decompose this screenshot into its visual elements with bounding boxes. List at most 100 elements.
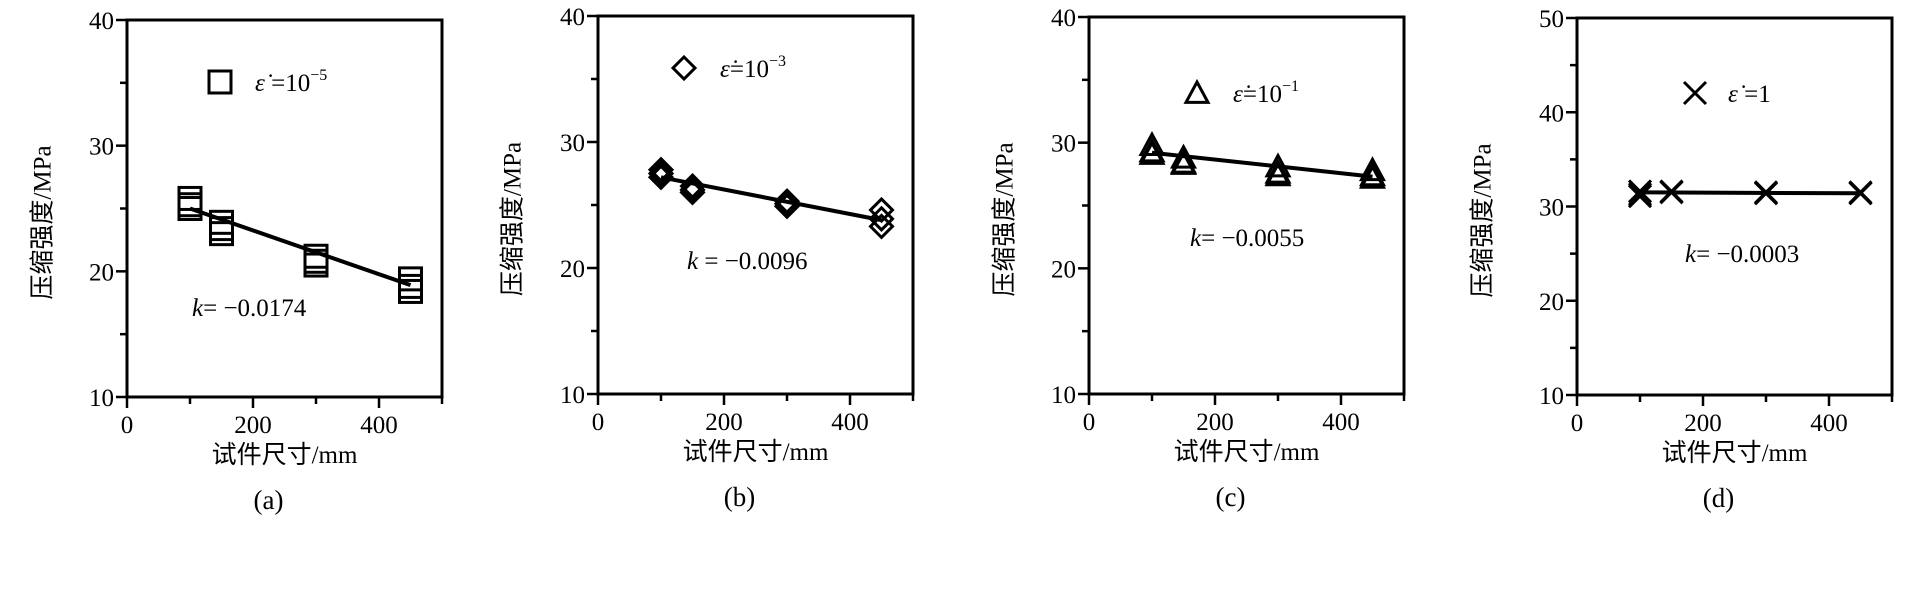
- data-point: [1138, 131, 1166, 157]
- data-point: [647, 156, 675, 183]
- x-axis-label: 试件尺寸/mm: [1662, 439, 1808, 467]
- panel-label: (c): [1216, 482, 1246, 512]
- x-tick-label: 200: [1684, 410, 1722, 437]
- data-point: [1848, 181, 1873, 206]
- y-tick-label: 10: [560, 382, 585, 409]
- data-point: [398, 278, 423, 304]
- y-tick-label: 40: [560, 4, 585, 31]
- legend-exponent: −5: [310, 67, 327, 84]
- y-axis-label: 压缩强度/MPa: [499, 142, 527, 296]
- panel-label: (a): [254, 485, 284, 515]
- x-tick-label: 400: [1810, 410, 1848, 437]
- y-axis-label: 压缩强度/MPa: [29, 145, 57, 299]
- legend-marker: [1682, 80, 1708, 106]
- slope-variable: k: [687, 248, 699, 275]
- panel-label: (b): [724, 482, 755, 512]
- data-point: [773, 190, 801, 217]
- plot-frame: [1575, 16, 1894, 397]
- data-point: [679, 179, 706, 206]
- plot-frame: [1087, 15, 1406, 396]
- y-tick-label: 50: [1539, 6, 1564, 33]
- slope-value: = −0.0003: [1696, 241, 1799, 268]
- data-point: [1264, 152, 1292, 178]
- legend-label: ε̇ =10−5: [255, 67, 327, 97]
- x-tick-label: 400: [1322, 409, 1360, 436]
- slope-label: k= −0.0174: [192, 295, 307, 322]
- slope-variable: k: [1190, 225, 1202, 252]
- data-point: [679, 172, 706, 200]
- data-point: [398, 266, 423, 292]
- x-tick-label: 400: [360, 412, 398, 439]
- legend-marker: [670, 54, 698, 82]
- legend-label: ε̇=10−3: [720, 53, 786, 83]
- data-point: [1358, 163, 1387, 189]
- data-point: [1627, 184, 1653, 209]
- panel-label: (d): [1703, 483, 1734, 513]
- legend-marker: [1183, 78, 1211, 104]
- y-tick-label: 40: [1051, 5, 1076, 32]
- slope-label: k= −0.0003: [1685, 241, 1799, 268]
- data-point: [1358, 156, 1387, 182]
- legend-label: ε̇ =1: [1728, 81, 1771, 108]
- data-point: [1169, 149, 1198, 175]
- y-tick-label: 10: [89, 385, 114, 412]
- y-tick-label: 30: [1539, 195, 1564, 222]
- legend-text: =10: [1243, 81, 1282, 108]
- data-point: [1138, 139, 1166, 165]
- legend-exponent: −3: [769, 53, 786, 70]
- x-axis-label: 试件尺寸/mm: [212, 441, 358, 469]
- legend-text: =1: [1738, 81, 1771, 108]
- data-point: [1264, 161, 1292, 187]
- data-point: [868, 205, 895, 232]
- x-tick-label: 0: [1571, 410, 1584, 437]
- y-tick-label: 40: [1539, 100, 1564, 127]
- y-tick-label: 20: [1539, 289, 1564, 316]
- x-tick-label: 0: [121, 412, 134, 439]
- y-tick-label: 20: [89, 259, 114, 286]
- slope-value: = −0.0096: [698, 248, 807, 275]
- legend-text: =10: [730, 56, 769, 83]
- y-axis-label: 压缩强度/MPa: [1469, 143, 1497, 297]
- fit-line: [189, 206, 412, 288]
- data-point: [1169, 143, 1198, 169]
- y-tick-label: 30: [89, 134, 114, 161]
- y-tick-label: 30: [1051, 131, 1076, 158]
- data-point: [647, 164, 675, 191]
- data-point: [868, 213, 895, 240]
- data-point: [773, 188, 801, 215]
- slope-label: k = −0.0096: [687, 248, 808, 275]
- y-tick-label: 20: [1051, 256, 1076, 283]
- slope-value: = −0.0055: [1201, 225, 1304, 252]
- data-point: [647, 160, 675, 187]
- x-tick-label: 400: [831, 409, 869, 436]
- legend-label: ε̇=10−1: [1233, 78, 1299, 108]
- x-tick-label: 200: [1196, 409, 1234, 436]
- data-point: [773, 193, 801, 220]
- slope-value: = −0.0174: [203, 295, 307, 322]
- data-point: [398, 273, 423, 299]
- legend-exponent: −1: [1282, 78, 1299, 95]
- slope-variable: k: [192, 295, 204, 322]
- y-tick-label: 10: [1051, 382, 1076, 409]
- y-tick-label: 10: [1539, 383, 1564, 410]
- x-tick-label: 200: [234, 412, 272, 439]
- data-point: [1659, 180, 1684, 205]
- data-point: [209, 221, 234, 247]
- data-point: [1627, 179, 1653, 204]
- x-tick-label: 0: [592, 409, 605, 436]
- fit-line: [1639, 190, 1861, 196]
- y-axis-label: 压缩强度/MPa: [991, 142, 1019, 296]
- data-point: [868, 196, 895, 224]
- y-tick-label: 20: [560, 256, 585, 283]
- slope-label: k= −0.0055: [1190, 225, 1304, 252]
- legend-text: =10: [265, 70, 310, 97]
- slope-variable: k: [1685, 241, 1697, 268]
- legend-marker: [207, 69, 233, 95]
- x-axis-label: 试件尺寸/mm: [683, 438, 829, 466]
- x-axis-label: 试件尺寸/mm: [1174, 438, 1320, 466]
